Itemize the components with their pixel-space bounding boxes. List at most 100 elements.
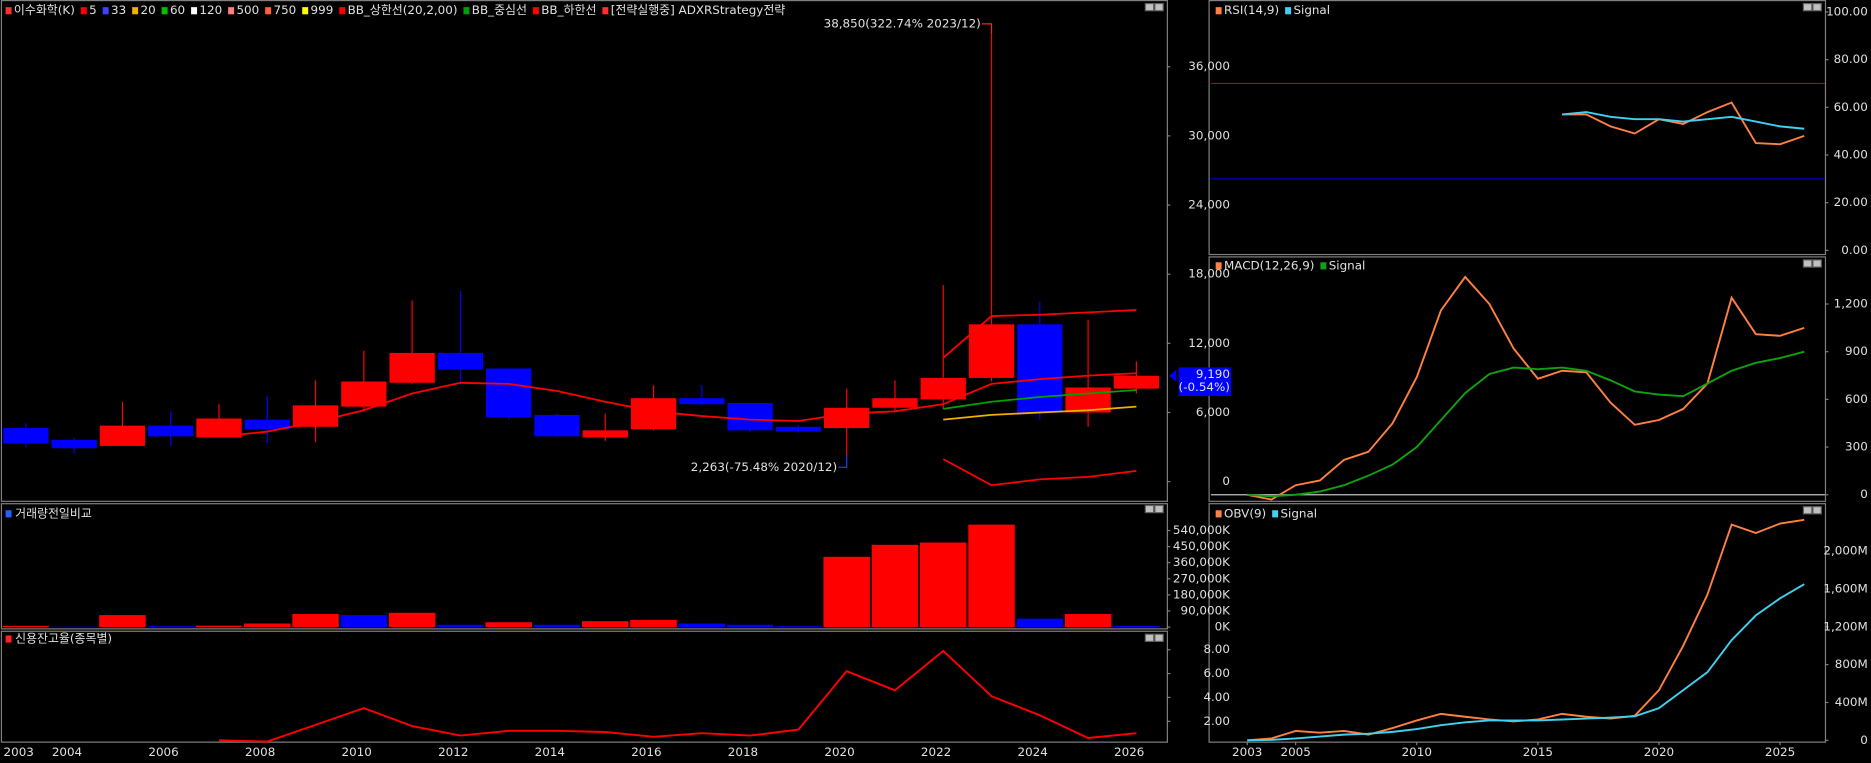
x-tick-label: 2016 <box>631 745 661 759</box>
bar <box>485 622 532 628</box>
panel-title: 신용잔고율(종목별) <box>15 632 112 646</box>
bar <box>1016 618 1064 628</box>
candle-body <box>3 428 49 444</box>
window-button[interactable] <box>1812 506 1822 515</box>
window-button[interactable] <box>1144 2 1155 12</box>
window-buttons[interactable] <box>1144 2 1822 642</box>
x-tick-label: 2003 <box>4 745 34 759</box>
x-tick-label: 2010 <box>1402 745 1432 759</box>
legend-label: Signal <box>1281 506 1318 520</box>
bar <box>533 624 581 628</box>
y-tick-label: 30,000 <box>1188 128 1230 142</box>
series-line <box>942 458 1137 487</box>
y-tick-label: 270,000K <box>1173 571 1231 585</box>
y-tick-label: 400M <box>1835 695 1868 709</box>
candle-body <box>99 425 146 446</box>
window-button[interactable] <box>1154 504 1164 514</box>
window-button[interactable] <box>1812 2 1822 12</box>
y-tick-label: 100.00 <box>1826 4 1868 18</box>
series-line <box>1247 350 1805 498</box>
window-button[interactable] <box>1802 259 1813 268</box>
legend-swatch <box>102 7 109 15</box>
candle-body <box>727 403 773 431</box>
legend-label: RSI(14,9) <box>1224 3 1279 17</box>
bar <box>871 544 919 628</box>
x-tick-label: 2008 <box>245 745 275 759</box>
window-button[interactable] <box>1154 2 1164 12</box>
window-button[interactable] <box>1144 633 1155 642</box>
annotation-line <box>981 23 993 34</box>
bar <box>920 542 967 628</box>
candle-body <box>292 405 339 427</box>
y-tick-label: 180,000K <box>1173 587 1231 601</box>
window-button[interactable] <box>1154 633 1164 642</box>
window-button[interactable] <box>1802 506 1813 515</box>
obv-panel <box>1208 503 1827 743</box>
legend-label: BB_상한선(20,2,00) <box>348 3 458 17</box>
legend-label: 5 <box>89 3 97 17</box>
legend-swatch <box>228 7 235 15</box>
window-button[interactable] <box>1812 259 1822 268</box>
x-tick-label: 2012 <box>438 745 468 759</box>
candle-body <box>582 430 628 438</box>
y-tick-label: 360,000K <box>1173 555 1231 569</box>
candle-body <box>244 419 290 430</box>
legend-swatch <box>339 7 346 15</box>
y-tick-label: 900 <box>1845 344 1868 358</box>
legend-label: 33 <box>111 3 126 17</box>
series-line <box>1562 101 1805 146</box>
legend-swatch <box>1285 7 1292 15</box>
x-tick-label: 2005 <box>1281 745 1311 759</box>
window-button[interactable] <box>1144 504 1155 514</box>
y-tick-label: 18,000 <box>1188 267 1230 281</box>
legend-label: BB_하한선 <box>541 3 596 17</box>
bar <box>292 614 339 628</box>
y-tick-label: 540,000K <box>1173 523 1231 537</box>
bar <box>437 624 484 628</box>
x-tick-label: 2020 <box>1644 745 1674 759</box>
y-tick-label: 24,000 <box>1188 198 1230 212</box>
y-tick-label: 36,000 <box>1188 59 1230 73</box>
last-price-marker <box>1169 369 1177 382</box>
legend-swatch <box>302 7 309 15</box>
legend-swatch <box>1215 510 1222 518</box>
legend-label: MACD(12,26,9) <box>1224 258 1314 272</box>
legend-swatch <box>132 7 139 15</box>
candle-body <box>437 352 484 370</box>
volume-panel <box>0 503 1168 630</box>
candle-body <box>775 426 822 432</box>
legend-label: 999 <box>311 3 334 17</box>
x-tick-label: 2006 <box>148 745 178 759</box>
y-tick-label: 40.00 <box>1834 147 1868 161</box>
y-tick-label: 1,200M <box>1823 619 1867 633</box>
bar <box>630 619 677 628</box>
y-tick-label: 0 <box>1222 474 1230 488</box>
y-tick-label: 90,000K <box>1181 603 1232 617</box>
y-tick-label: 800M <box>1835 657 1868 671</box>
legend-label: [전략실행중] ADXRStrategy전략 <box>611 3 786 17</box>
x-tick-label: 2010 <box>342 745 372 759</box>
x-tick-label: 2026 <box>1114 745 1144 759</box>
window-button[interactable] <box>1802 2 1813 12</box>
y-tick-label: 2,000M <box>1823 544 1867 558</box>
bar <box>388 612 436 628</box>
bar <box>147 626 194 628</box>
candle-body <box>148 425 194 437</box>
bar <box>582 621 629 628</box>
legend-swatch <box>191 7 198 15</box>
y-tick-label: 0 <box>1860 733 1868 747</box>
series-line <box>943 389 1137 410</box>
bar <box>678 623 726 628</box>
y-tick-label: 450,000K <box>1173 539 1231 553</box>
last-price-label: 9,190 <box>1196 367 1230 381</box>
series-line <box>1247 275 1805 501</box>
legend-label: BB_중심선 <box>472 3 527 17</box>
series-line <box>1247 583 1805 742</box>
x-tick-label: 2003 <box>1232 745 1262 759</box>
credit-panel <box>0 630 1168 743</box>
series-line <box>943 405 1137 421</box>
bar <box>195 625 243 628</box>
last-price-box <box>1178 367 1232 397</box>
series-line <box>218 372 1137 438</box>
